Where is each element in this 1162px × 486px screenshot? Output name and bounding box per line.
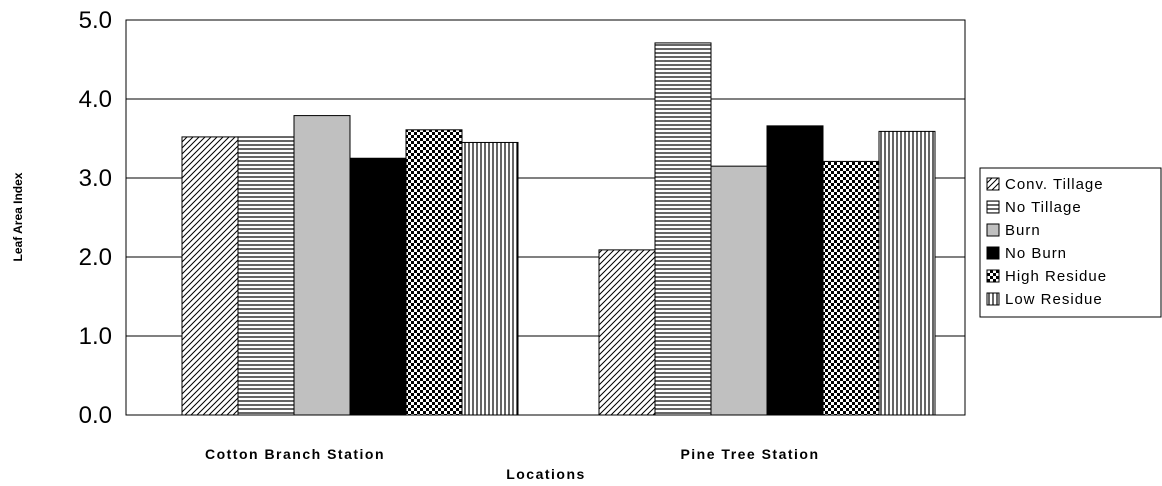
bar: [878, 130, 936, 416]
bar: [405, 129, 463, 416]
bar: [349, 157, 407, 416]
bar: [710, 165, 768, 416]
x-category-label: Pine Tree Station: [680, 446, 819, 462]
y-tick-label: 3.0: [79, 165, 112, 192]
bar: [598, 249, 656, 416]
x-category-labels: Cotton Branch Station Pine Tree Station: [205, 446, 819, 462]
y-tick-label: 2.0: [79, 244, 112, 271]
legend-swatch: [986, 177, 1000, 191]
plot-area-frame: [125, 19, 966, 416]
legend-label: No Burn: [1005, 245, 1067, 262]
bar: [822, 160, 880, 416]
bar: [181, 136, 239, 416]
bar: [293, 115, 351, 416]
legend-swatch: [986, 269, 1000, 283]
y-axis-title: Leaf Area Index: [11, 172, 25, 261]
legend-label: Conv. Tillage: [1005, 176, 1104, 193]
y-tick-label: 5.0: [79, 7, 112, 34]
legend-label: Burn: [1005, 222, 1041, 239]
legend-label: High Residue: [1005, 268, 1107, 285]
legend-label: Low Residue: [1005, 291, 1103, 308]
bar: [237, 136, 295, 416]
legend-swatch: [986, 292, 1000, 306]
y-tick-label: 1.0: [79, 323, 112, 350]
legend-frame: [979, 167, 1162, 318]
bars: [181, 42, 936, 416]
legend-swatch: [986, 246, 1000, 260]
bar: [461, 141, 519, 416]
x-category-label: Cotton Branch Station: [205, 446, 385, 462]
bar: [766, 125, 824, 416]
y-tick-label: 0.0: [79, 402, 112, 429]
bar: [654, 42, 712, 416]
y-tick-label: 4.0: [79, 86, 112, 113]
y-tick-labels: 0.0 1.0 2.0 3.0 4.0 5.0: [79, 7, 112, 429]
legend-swatch: [986, 223, 1000, 237]
legend: Conv. Tillage No Tillage Burn No Burn High R…: [979, 167, 1162, 318]
legend-label: No Tillage: [1005, 199, 1082, 216]
x-axis-title: Locations: [506, 466, 586, 482]
legend-swatch: [986, 200, 1000, 214]
